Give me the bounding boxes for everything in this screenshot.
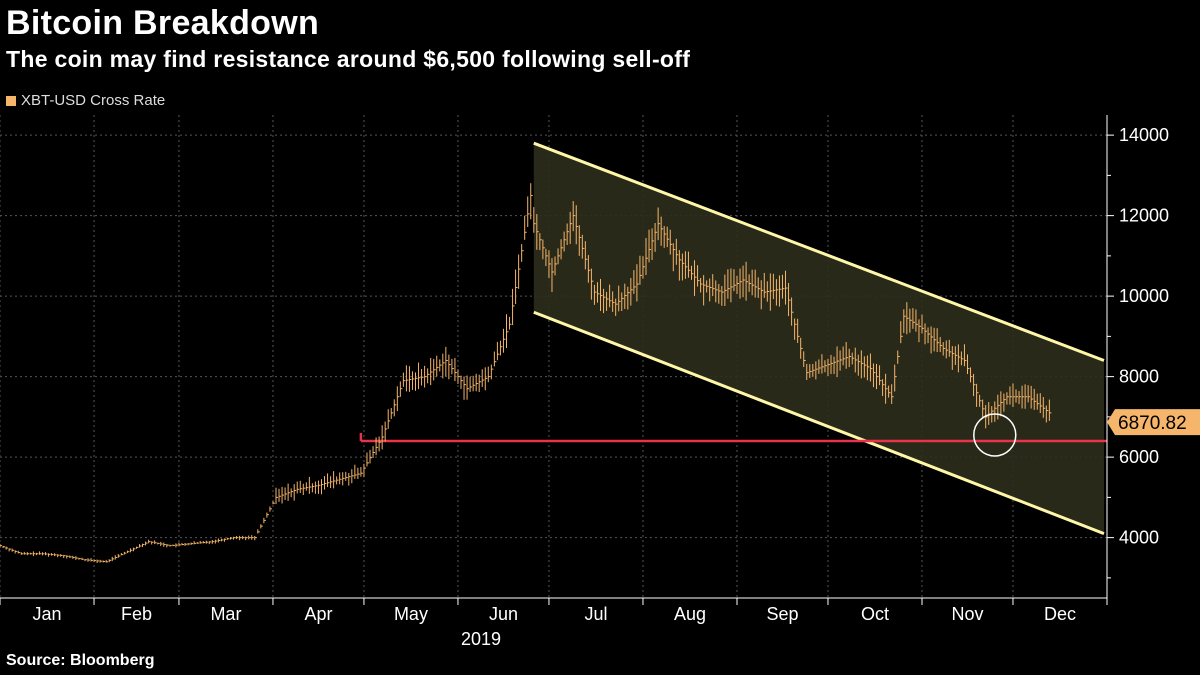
x-axis-year-label: 2019 bbox=[461, 629, 501, 649]
x-tick-label: Apr bbox=[304, 604, 332, 624]
x-tick-label: May bbox=[394, 604, 428, 624]
x-tick-label: Sep bbox=[766, 604, 798, 624]
y-axis-labels: 4000 6000 8000 10000 12000 14000 bbox=[1119, 125, 1169, 548]
x-axis-labels: Jan Feb Mar Apr May Jun Jul Aug Sep Oct Nov Dec bbox=[32, 604, 1076, 624]
last-value-badge bbox=[1107, 409, 1200, 436]
y-tick-label: 4000 bbox=[1119, 528, 1159, 548]
axes bbox=[0, 115, 1114, 605]
source-note: Source: Bloomberg bbox=[6, 652, 155, 669]
legend-label: XBT-USD Cross Rate bbox=[21, 92, 166, 109]
legend: XBT-USD Cross Rate bbox=[6, 92, 165, 109]
y-tick-label: 14000 bbox=[1119, 125, 1169, 145]
channel-lower-line bbox=[533, 310, 1105, 535]
x-tick-label: Feb bbox=[121, 604, 152, 624]
chart-subtitle: The coin may find resistance around $6,5… bbox=[6, 46, 691, 72]
x-tick-label: Jun bbox=[489, 604, 518, 624]
channel-upper-line bbox=[533, 141, 1105, 362]
x-tick-label: Jan bbox=[32, 604, 61, 624]
x-tick-label: Aug bbox=[674, 604, 706, 624]
last-value-label: 6870.82 bbox=[1107, 409, 1200, 436]
x-tick-label: Nov bbox=[951, 604, 983, 624]
price-channel bbox=[533, 143, 1104, 534]
x-tick-label: Dec bbox=[1044, 604, 1076, 624]
x-tick-label: Jul bbox=[584, 604, 607, 624]
highlight-circle bbox=[973, 413, 1017, 457]
y-tick-label: 6000 bbox=[1119, 447, 1159, 467]
price-bars bbox=[0, 183, 1052, 563]
y-tick-label: 10000 bbox=[1119, 286, 1169, 306]
x-tick-label: Mar bbox=[210, 604, 241, 624]
legend-swatch bbox=[6, 95, 16, 106]
last-value-text: 6870.82 bbox=[1118, 413, 1187, 434]
x-tick-label: Oct bbox=[861, 604, 889, 624]
y-tick-label: 12000 bbox=[1119, 206, 1169, 226]
chart-title: Bitcoin Breakdown bbox=[6, 4, 320, 42]
y-tick-label: 8000 bbox=[1119, 367, 1159, 387]
